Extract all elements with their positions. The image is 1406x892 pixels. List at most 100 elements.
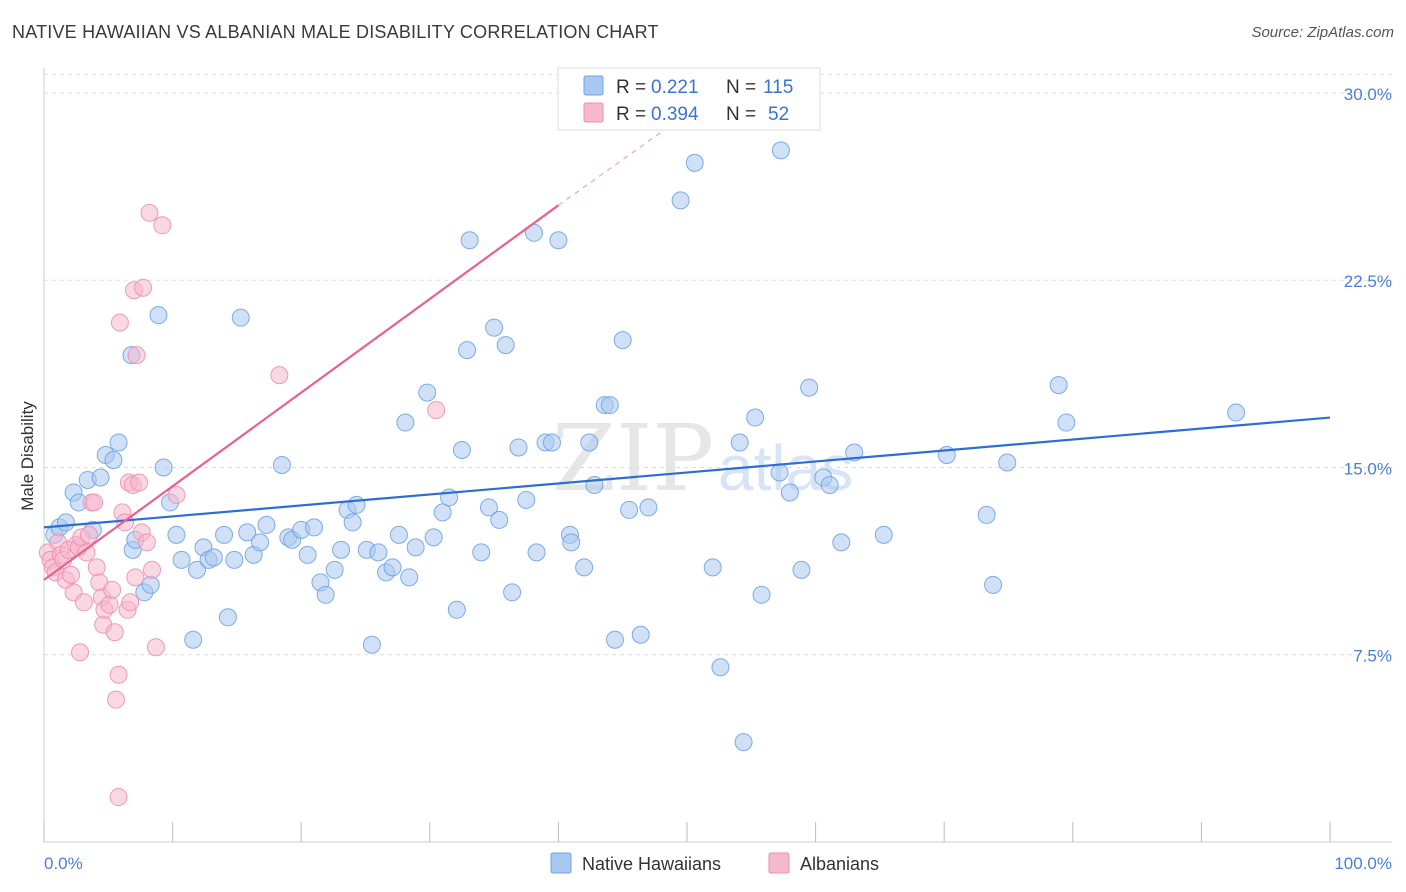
data-point [460, 231, 479, 250]
data-point [298, 545, 317, 564]
data-point [77, 543, 96, 562]
data-point [977, 505, 996, 524]
legend-bottom-label-hawaiian: Native Hawaiians [582, 854, 721, 874]
data-point [218, 608, 237, 627]
data-point [580, 433, 599, 452]
data-point [752, 585, 771, 604]
data-point [149, 306, 168, 325]
series-native-hawaiians [45, 108, 1246, 752]
data-point [347, 495, 366, 514]
data-point [771, 141, 790, 160]
data-point [605, 630, 624, 649]
data-point [343, 513, 362, 532]
legend-n-value-albanian: 52 [768, 104, 789, 125]
data-point [225, 550, 244, 569]
data-point [369, 543, 388, 562]
data-point [485, 318, 504, 337]
data-point [562, 533, 581, 552]
data-point [100, 595, 119, 614]
legend-swatch-albanian [583, 102, 604, 123]
data-point [87, 558, 106, 577]
data-point [600, 396, 619, 415]
data-point [104, 450, 123, 469]
y-tick-label: 15.0% [1344, 459, 1392, 478]
data-point [389, 525, 408, 544]
data-point [984, 575, 1003, 594]
data-point [332, 540, 351, 559]
data-point [56, 513, 75, 532]
data-point [418, 383, 437, 402]
legend-bottom-swatch-hawaiian [550, 852, 572, 874]
data-point [134, 278, 153, 297]
data-point [703, 558, 722, 577]
legend-r-label-hawaiian: R = [616, 77, 646, 98]
data-point [734, 733, 753, 752]
scatter-points [38, 108, 1246, 807]
y-tick-label: 22.5% [1344, 272, 1392, 291]
data-point [257, 515, 276, 534]
legend-n-label-albanian: N = [726, 104, 756, 125]
data-point [62, 565, 81, 584]
data-point [109, 788, 128, 807]
data-point [71, 643, 90, 662]
data-point [121, 593, 140, 612]
data-point [800, 378, 819, 397]
data-point [730, 433, 749, 452]
data-point [1227, 403, 1246, 422]
x-tick-marks [43, 822, 1331, 842]
data-point [400, 568, 419, 587]
data-point [427, 401, 446, 420]
data-point [820, 475, 839, 494]
data-point [137, 533, 156, 552]
data-point [74, 593, 93, 612]
data-point [127, 346, 146, 365]
data-point [503, 583, 522, 602]
legend-r-value-albanian: 0.394 [651, 104, 699, 125]
data-point [542, 433, 561, 452]
data-point [231, 308, 250, 327]
data-point [711, 658, 730, 677]
y-axis-label: Male Disability [18, 401, 37, 511]
data-point [631, 625, 650, 644]
data-point [447, 600, 466, 619]
data-point [832, 533, 851, 552]
watermark: ZIP atlas [552, 405, 853, 512]
data-point [167, 525, 186, 544]
data-point [362, 635, 381, 654]
data-point [172, 550, 191, 569]
data-point [496, 336, 515, 355]
data-point [143, 560, 162, 579]
data-point [153, 216, 172, 235]
data-point [1057, 413, 1076, 432]
legend-top: R = 0.221 N = 115 R = 0.394 N = 52 [557, 67, 821, 131]
data-point [251, 533, 270, 552]
data-point [792, 560, 811, 579]
data-point [452, 441, 471, 460]
data-point [671, 191, 690, 210]
data-point [458, 341, 477, 360]
data-point [238, 523, 257, 542]
chart-title: NATIVE HAWAIIAN VS ALBANIAN MALE DISABIL… [12, 22, 659, 42]
legend-n-label-hawaiian: N = [726, 77, 756, 98]
data-point [517, 490, 536, 509]
data-point [396, 413, 415, 432]
legend-swatch-hawaiian [583, 75, 604, 96]
data-point [184, 630, 203, 649]
data-point [325, 560, 344, 579]
y-tick-label: 7.5% [1353, 647, 1392, 666]
data-point [770, 463, 789, 482]
data-point [140, 203, 159, 222]
data-point [316, 585, 335, 604]
data-point [91, 468, 110, 487]
data-point [620, 500, 639, 519]
data-point [80, 525, 99, 544]
data-point [639, 498, 658, 517]
data-point [105, 623, 124, 642]
data-point [215, 525, 234, 544]
data-point [130, 473, 149, 492]
data-point [167, 485, 186, 504]
data-point [383, 558, 402, 577]
data-point [204, 548, 223, 567]
data-point [549, 231, 568, 250]
